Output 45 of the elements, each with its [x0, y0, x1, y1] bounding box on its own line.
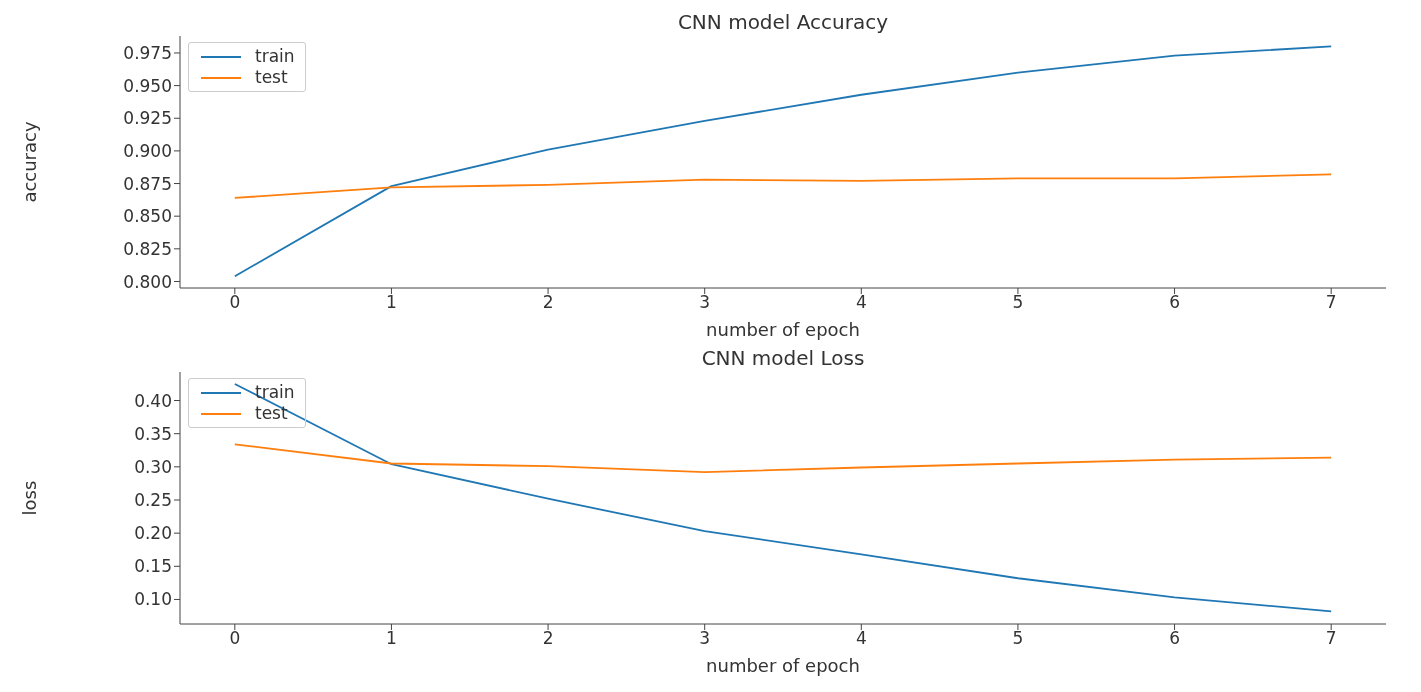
- legend-label: train: [255, 46, 295, 67]
- y-tick-label: 0.30: [134, 456, 172, 477]
- chart-title: CNN model Loss: [700, 346, 866, 370]
- y-tick-label: 0.975: [123, 43, 172, 64]
- x-tick-label: 4: [855, 628, 867, 649]
- line-series: [233, 45, 1333, 278]
- y-tick-label: 0.875: [123, 173, 172, 194]
- y-tick-label: 0.35: [134, 423, 172, 444]
- y-axis-title: accuracy: [19, 121, 41, 203]
- y-tick-label: 0.10: [134, 589, 172, 610]
- line-series: [233, 443, 1333, 474]
- y-tick-label: 0.925: [123, 108, 172, 129]
- x-tick-label: 4: [855, 292, 867, 313]
- x-tick-label: 6: [1169, 628, 1180, 649]
- chart-title: CNN model Accuracy: [676, 10, 890, 34]
- x-tick-label: 2: [542, 628, 554, 649]
- y-tick-label: 0.800: [123, 271, 172, 292]
- y-tick-label: 0.20: [134, 523, 172, 544]
- y-tick-label: 0.900: [123, 140, 172, 161]
- legend-label: test: [255, 403, 288, 424]
- y-axis-title: loss: [19, 480, 41, 516]
- x-axis-title: number of epoch: [706, 655, 860, 676]
- x-tick-label: 7: [1325, 628, 1337, 649]
- x-tick-label: 0: [229, 292, 241, 313]
- line-series: [233, 173, 1333, 199]
- x-tick-label: 3: [699, 628, 711, 649]
- x-axis-title: number of epoch: [706, 319, 860, 340]
- x-tick-label: 2: [542, 292, 554, 313]
- x-tick-label: 7: [1325, 292, 1337, 313]
- line-series: [233, 383, 1333, 613]
- y-tick-label: 0.40: [134, 390, 172, 411]
- y-tick-label: 0.25: [134, 490, 172, 511]
- y-tick-label: 0.950: [123, 75, 172, 96]
- x-tick-label: 3: [699, 292, 711, 313]
- x-tick-label: 0: [229, 628, 241, 649]
- x-tick-label: 1: [386, 628, 397, 649]
- x-tick-label: 5: [1012, 292, 1024, 313]
- legend-label: train: [255, 382, 295, 403]
- x-tick-label: 1: [386, 292, 397, 313]
- legend-label: test: [255, 67, 288, 88]
- y-tick-label: 0.15: [134, 556, 172, 577]
- x-tick-label: 6: [1169, 292, 1180, 313]
- x-tick-label: 5: [1012, 628, 1024, 649]
- y-tick-label: 0.850: [123, 206, 172, 227]
- y-tick-label: 0.825: [123, 238, 172, 259]
